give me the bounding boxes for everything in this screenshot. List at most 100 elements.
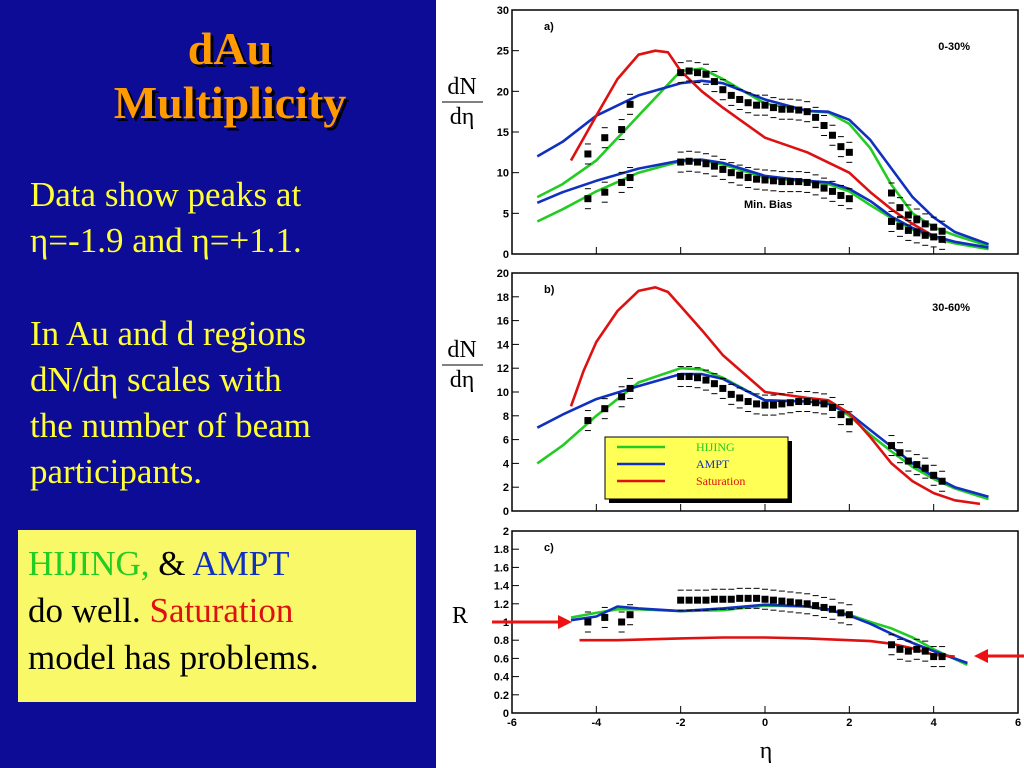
legend-label-ampt: AMPT [696,457,730,471]
data-point [812,113,820,121]
data-point [584,195,592,203]
y-tick-label: 0.4 [494,672,510,684]
data-point [930,653,938,661]
y-tick-label: 14 [497,339,510,351]
data-point [744,174,752,182]
conclusion-box: HIJING, & AMPT do well. Saturation model… [18,530,416,702]
y-tick-label: 0.8 [494,635,509,647]
data-point [904,647,912,655]
panel-frame-1 [511,9,1019,255]
data-point [803,600,811,608]
data-point [938,235,946,243]
data-point [769,596,777,604]
data-point [694,596,702,604]
x-tick-label: 6 [1015,717,1021,729]
x-tick-label: -4 [591,717,602,729]
y-tick-label: 8 [503,411,509,423]
data-point [812,602,820,610]
series-line-saturation [569,286,981,506]
slide-title: dAu Multiplicity [0,22,460,130]
y-tick-label: 0.2 [494,690,509,702]
series-line-saturation [569,49,947,244]
data-point [769,401,777,409]
data-point [913,229,921,237]
data-point [913,215,921,223]
data-point [845,418,853,426]
y-tick-label: 6 [503,435,509,447]
y-tick-label: 0.6 [494,653,509,665]
data-point [685,596,693,604]
data-point [710,380,718,388]
legend-label-hijing: HIJING [696,440,735,454]
data-point [913,461,921,469]
x-axis-label: η [760,738,773,764]
data-point [888,641,895,649]
data-point [837,411,845,419]
data-point [930,471,938,479]
legend-label-saturation: Saturation [696,474,745,488]
paragraph-peaks: Data show peaks at η=-1.9 and η=+1.1. [30,172,302,264]
data-point [896,645,904,653]
title-line-1: dAu [187,23,273,74]
note-line-3: model has problems. [28,638,319,677]
data-point [736,394,744,402]
panel-frame-3 [511,530,1019,714]
data-point [930,233,938,241]
data-point [761,101,769,109]
note-hijing: HIJING, [28,544,150,583]
y-tick-label: 0 [503,506,509,518]
note-line-1: HIJING, & AMPT [28,540,319,587]
data-point [795,178,803,186]
data-point [744,99,752,107]
data-point [685,373,693,381]
panel-label: a) [544,21,554,33]
y-tick-label: 0 [503,249,509,261]
data-point [888,189,895,197]
y-tick-label: 1.4 [494,581,510,593]
x-tick-label: 4 [931,717,938,729]
data-point [921,220,929,228]
title-line-2: Multiplicity [113,77,347,128]
data-point [601,405,609,413]
reference-arrow-right-head [974,649,988,663]
data-point [626,100,634,108]
y-axis-label: R [452,603,468,629]
data-point [719,86,727,94]
data-point [719,595,727,603]
data-point [837,143,845,151]
data-point [584,417,592,425]
x-tick-label: -2 [676,717,686,729]
data-point [786,178,794,186]
data-point [769,177,777,185]
data-point [601,188,609,196]
data-point [601,134,609,142]
data-point [888,442,895,450]
data-point [727,390,735,398]
data-point [618,178,626,186]
data-point [795,106,803,114]
y-tick-label: 1.2 [494,599,509,611]
data-point [896,449,904,457]
data-point [702,70,710,78]
note-do-well: do well. [28,591,150,630]
data-point [888,217,895,225]
data-point [702,376,710,384]
y-tick-label: 2 [503,482,509,494]
data-point [896,204,904,212]
data-point [828,131,836,139]
data-point [710,78,718,86]
data-point [778,400,786,408]
data-point [778,178,786,186]
y-tick-label: 1.8 [494,544,509,556]
data-point [753,175,761,183]
data-point [744,594,752,602]
note-ampersand: & [149,544,193,583]
data-point [828,605,836,613]
data-point [677,596,685,604]
data-point [677,69,685,77]
data-point [761,401,769,409]
data-point [719,384,727,392]
y-axis-label-denominator: dη [450,104,475,130]
paragraph-peaks-line-1: Data show peaks at [30,175,302,214]
